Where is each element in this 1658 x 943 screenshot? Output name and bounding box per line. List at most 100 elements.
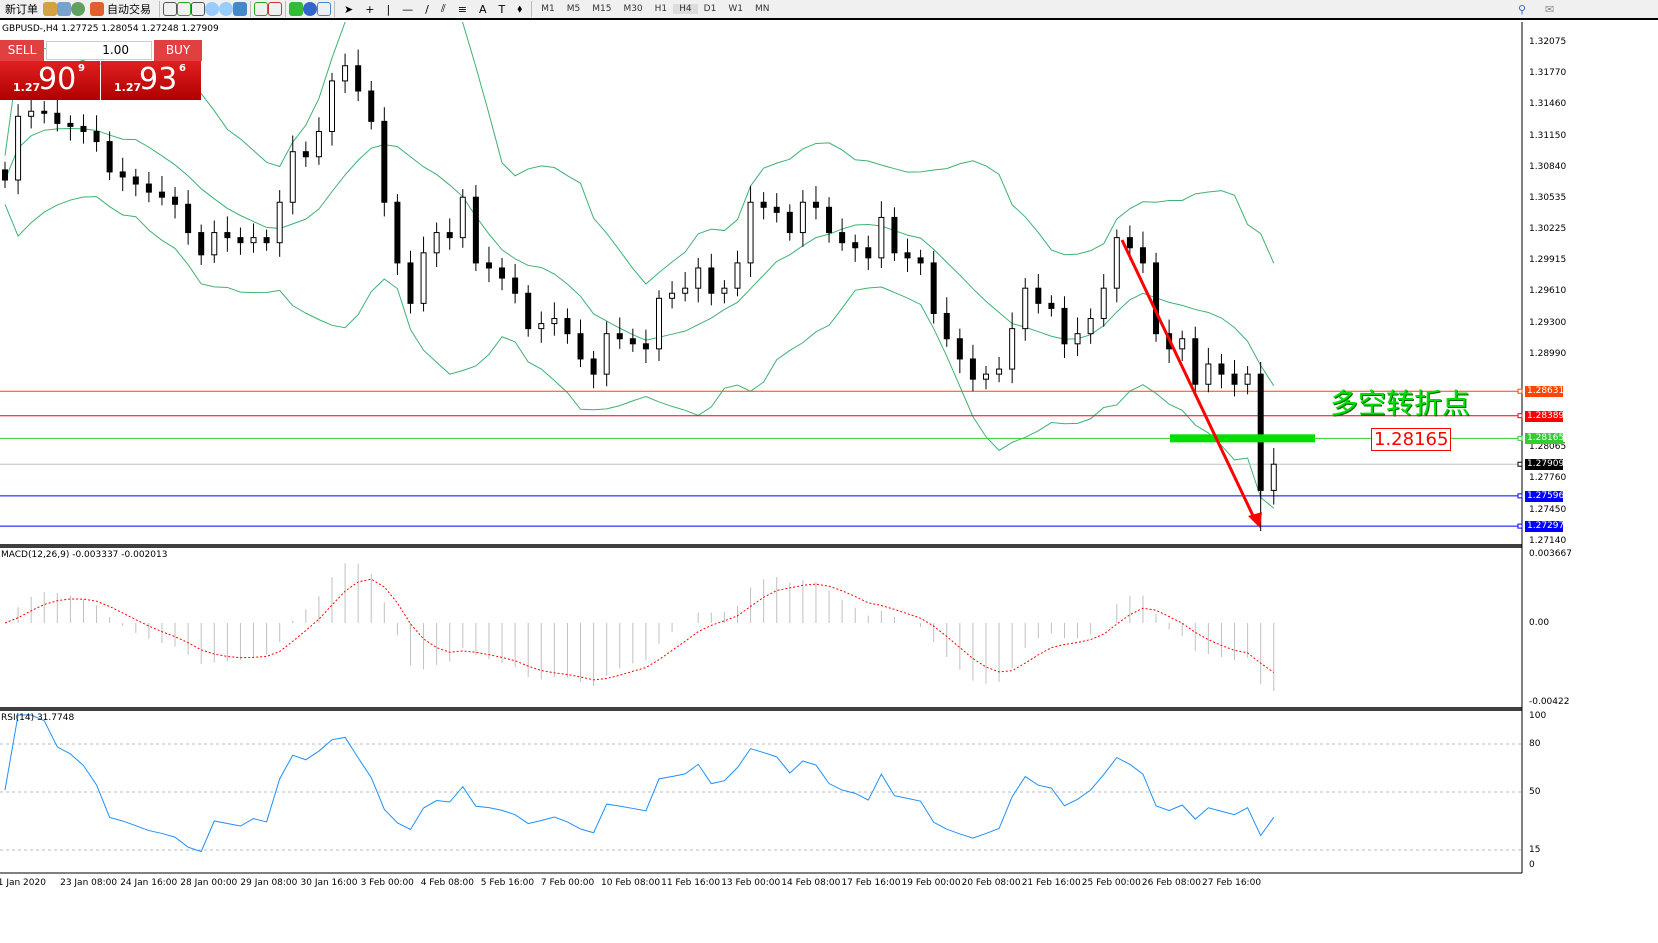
candle-body [538, 323, 545, 330]
candle-body [2, 169, 8, 181]
candle-body [289, 151, 296, 203]
candle-body [446, 232, 453, 239]
market-watch-icon[interactable] [43, 2, 57, 16]
candle-body [394, 201, 401, 264]
time-axis-label: 21 Feb 16:00 [1021, 878, 1081, 888]
cursor-icon[interactable]: ➤ [344, 2, 354, 16]
auto-scroll-icon[interactable] [268, 2, 282, 16]
zoom-in-icon[interactable] [205, 2, 219, 16]
timeframe-m5[interactable]: M5 [566, 4, 581, 14]
text-label-icon[interactable]: T [498, 2, 506, 16]
indicators-icon[interactable] [289, 2, 303, 16]
crosshair-icon[interactable]: + [365, 2, 375, 16]
price-axis-label: 1.29610 [1529, 286, 1567, 297]
reversal-point-annotation: 多空转折点 [1330, 387, 1471, 420]
candle-body [839, 232, 846, 244]
chart-shift-icon[interactable] [254, 2, 268, 16]
candle-body [616, 333, 623, 340]
timeframe-bar: M1 M5 M15 M30 H1 H4 D1 W1 MN [535, 4, 775, 14]
buy-price-prefix: 1.27 [114, 81, 142, 94]
lot-size-input[interactable]: 1.00 [46, 41, 152, 60]
level-handle [1517, 461, 1523, 467]
time-axis-label: 28 Jan 00:00 [180, 878, 238, 888]
timeframe-m15[interactable]: M15 [592, 4, 612, 14]
level-price-label: 1.28165 [1371, 428, 1452, 451]
sell-price[interactable]: 1.27 90 9 [0, 61, 100, 100]
bollinger-middle [4, 127, 1275, 386]
candle-body [983, 373, 989, 380]
trendline-icon[interactable]: / [425, 2, 429, 16]
timeframe-mn[interactable]: MN [754, 4, 770, 14]
rsi-level-100: 100 [1529, 711, 1547, 721]
rsi-line [4, 714, 1275, 853]
search-icon[interactable]: ⚲ [1518, 2, 1527, 16]
timeframe-d1[interactable]: D1 [703, 4, 717, 14]
terminal-icon[interactable] [57, 2, 71, 16]
tile-windows-icon[interactable] [233, 2, 247, 16]
timeframe-m1[interactable]: M1 [541, 4, 555, 14]
periods-clock-icon[interactable] [303, 2, 317, 16]
candle-body [826, 206, 833, 234]
candle-body [629, 338, 636, 345]
candle-body [551, 318, 558, 325]
timeframe-h1[interactable]: H1 [654, 4, 668, 14]
templates-icon[interactable] [317, 2, 331, 16]
candle-body [878, 216, 885, 259]
level-handle [1517, 523, 1523, 529]
channel-icon[interactable]: ⫽ [440, 2, 446, 15]
candle-body [41, 110, 48, 114]
rsi-level-0: 0 [1529, 860, 1535, 870]
buy-price-fraction: 6 [179, 63, 186, 74]
level-price-tag: 1.28165 [1525, 433, 1565, 445]
auto-trading-button[interactable]: 自动交易 [85, 0, 156, 19]
zoom-out-icon[interactable] [219, 2, 233, 16]
candle-body [852, 242, 859, 249]
chat-icon[interactable]: ✉ [1545, 2, 1555, 16]
candle-body [812, 201, 819, 208]
candle-body [734, 262, 741, 289]
fibonacci-icon[interactable]: ≡ [457, 2, 467, 16]
candle-body [1087, 318, 1094, 335]
bollinger-lower [4, 196, 1275, 509]
buy-price[interactable]: 1.27 93 6 [101, 61, 201, 100]
candle-body [786, 211, 793, 234]
candle-body [1153, 262, 1160, 335]
macd-zero: 0.00 [1529, 618, 1550, 628]
timeframe-w1[interactable]: W1 [728, 4, 743, 14]
candlestick-icon[interactable] [177, 2, 191, 16]
candle-body [250, 237, 257, 244]
bar-chart-icon[interactable] [163, 2, 177, 16]
arrows-icon[interactable]: ⬧ [517, 2, 523, 15]
candle-body [512, 277, 519, 294]
candle-body [106, 141, 113, 173]
candle-body [603, 333, 610, 375]
candle-body [342, 65, 349, 82]
level-handle [1517, 388, 1523, 394]
rsi-level-15: 15 [1529, 845, 1541, 855]
buy-button[interactable]: BUY [154, 40, 202, 61]
sell-button[interactable]: SELL [0, 40, 44, 61]
signals-icon[interactable] [71, 2, 85, 16]
candle-body [577, 333, 584, 360]
horizontal-line-icon[interactable]: — [402, 2, 414, 16]
timeframe-h4[interactable]: H4 [673, 4, 698, 14]
candle-body [1074, 333, 1081, 345]
time-axis-label: 11 Feb 16:00 [661, 878, 721, 888]
macd-min: -0.00422 [1529, 697, 1570, 707]
candle-body [185, 203, 192, 234]
chart-area[interactable] [0, 22, 1658, 943]
line-chart-icon[interactable] [191, 2, 205, 16]
candle-body [721, 287, 728, 294]
arrow-head-icon [1248, 512, 1262, 528]
candle-body [119, 171, 126, 178]
price-axis-label: 1.29915 [1529, 255, 1567, 266]
rsi-level-50: 50 [1529, 787, 1541, 797]
candle-body [1218, 363, 1225, 375]
new-order-button[interactable]: 新订单 [0, 0, 43, 19]
timeframe-m30[interactable]: M30 [623, 4, 643, 14]
text-icon[interactable]: A [479, 2, 487, 16]
vertical-line-icon[interactable]: | [386, 2, 391, 16]
candle-body [80, 125, 87, 132]
candle-body [368, 90, 375, 122]
candle-body [695, 267, 702, 289]
